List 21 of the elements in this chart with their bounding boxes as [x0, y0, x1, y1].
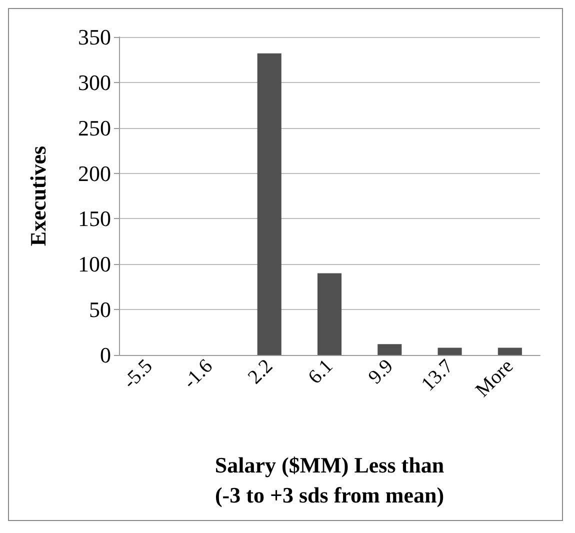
x-tick-label: -1.6 [179, 355, 217, 394]
y-axis-title: Executives [26, 145, 50, 246]
y-tick-label: 50 [89, 297, 111, 322]
x-axis-title: Salary ($MM) Less than (-3 to +3 sds from mean) [214, 452, 444, 508]
x-tick-label: 6.1 [304, 355, 338, 388]
x-tick-label: -5.5 [118, 355, 157, 394]
y-tick-label: 250 [78, 115, 111, 140]
bar [498, 348, 522, 355]
y-tick-label: 300 [78, 70, 111, 95]
x-tick-label: 13.7 [417, 355, 458, 396]
y-tick-label: 100 [78, 252, 111, 277]
y-tick-label: 150 [78, 206, 111, 232]
bar [378, 344, 402, 355]
x-tick-label: 2.2 [244, 355, 278, 388]
y-tick-label: 350 [78, 24, 111, 50]
y-tick-label: 200 [78, 160, 111, 186]
bar [438, 348, 462, 355]
bar [257, 53, 282, 355]
y-tick-label: 0 [100, 342, 111, 368]
bar [317, 273, 342, 355]
x-tick-label: 9.9 [364, 355, 398, 388]
